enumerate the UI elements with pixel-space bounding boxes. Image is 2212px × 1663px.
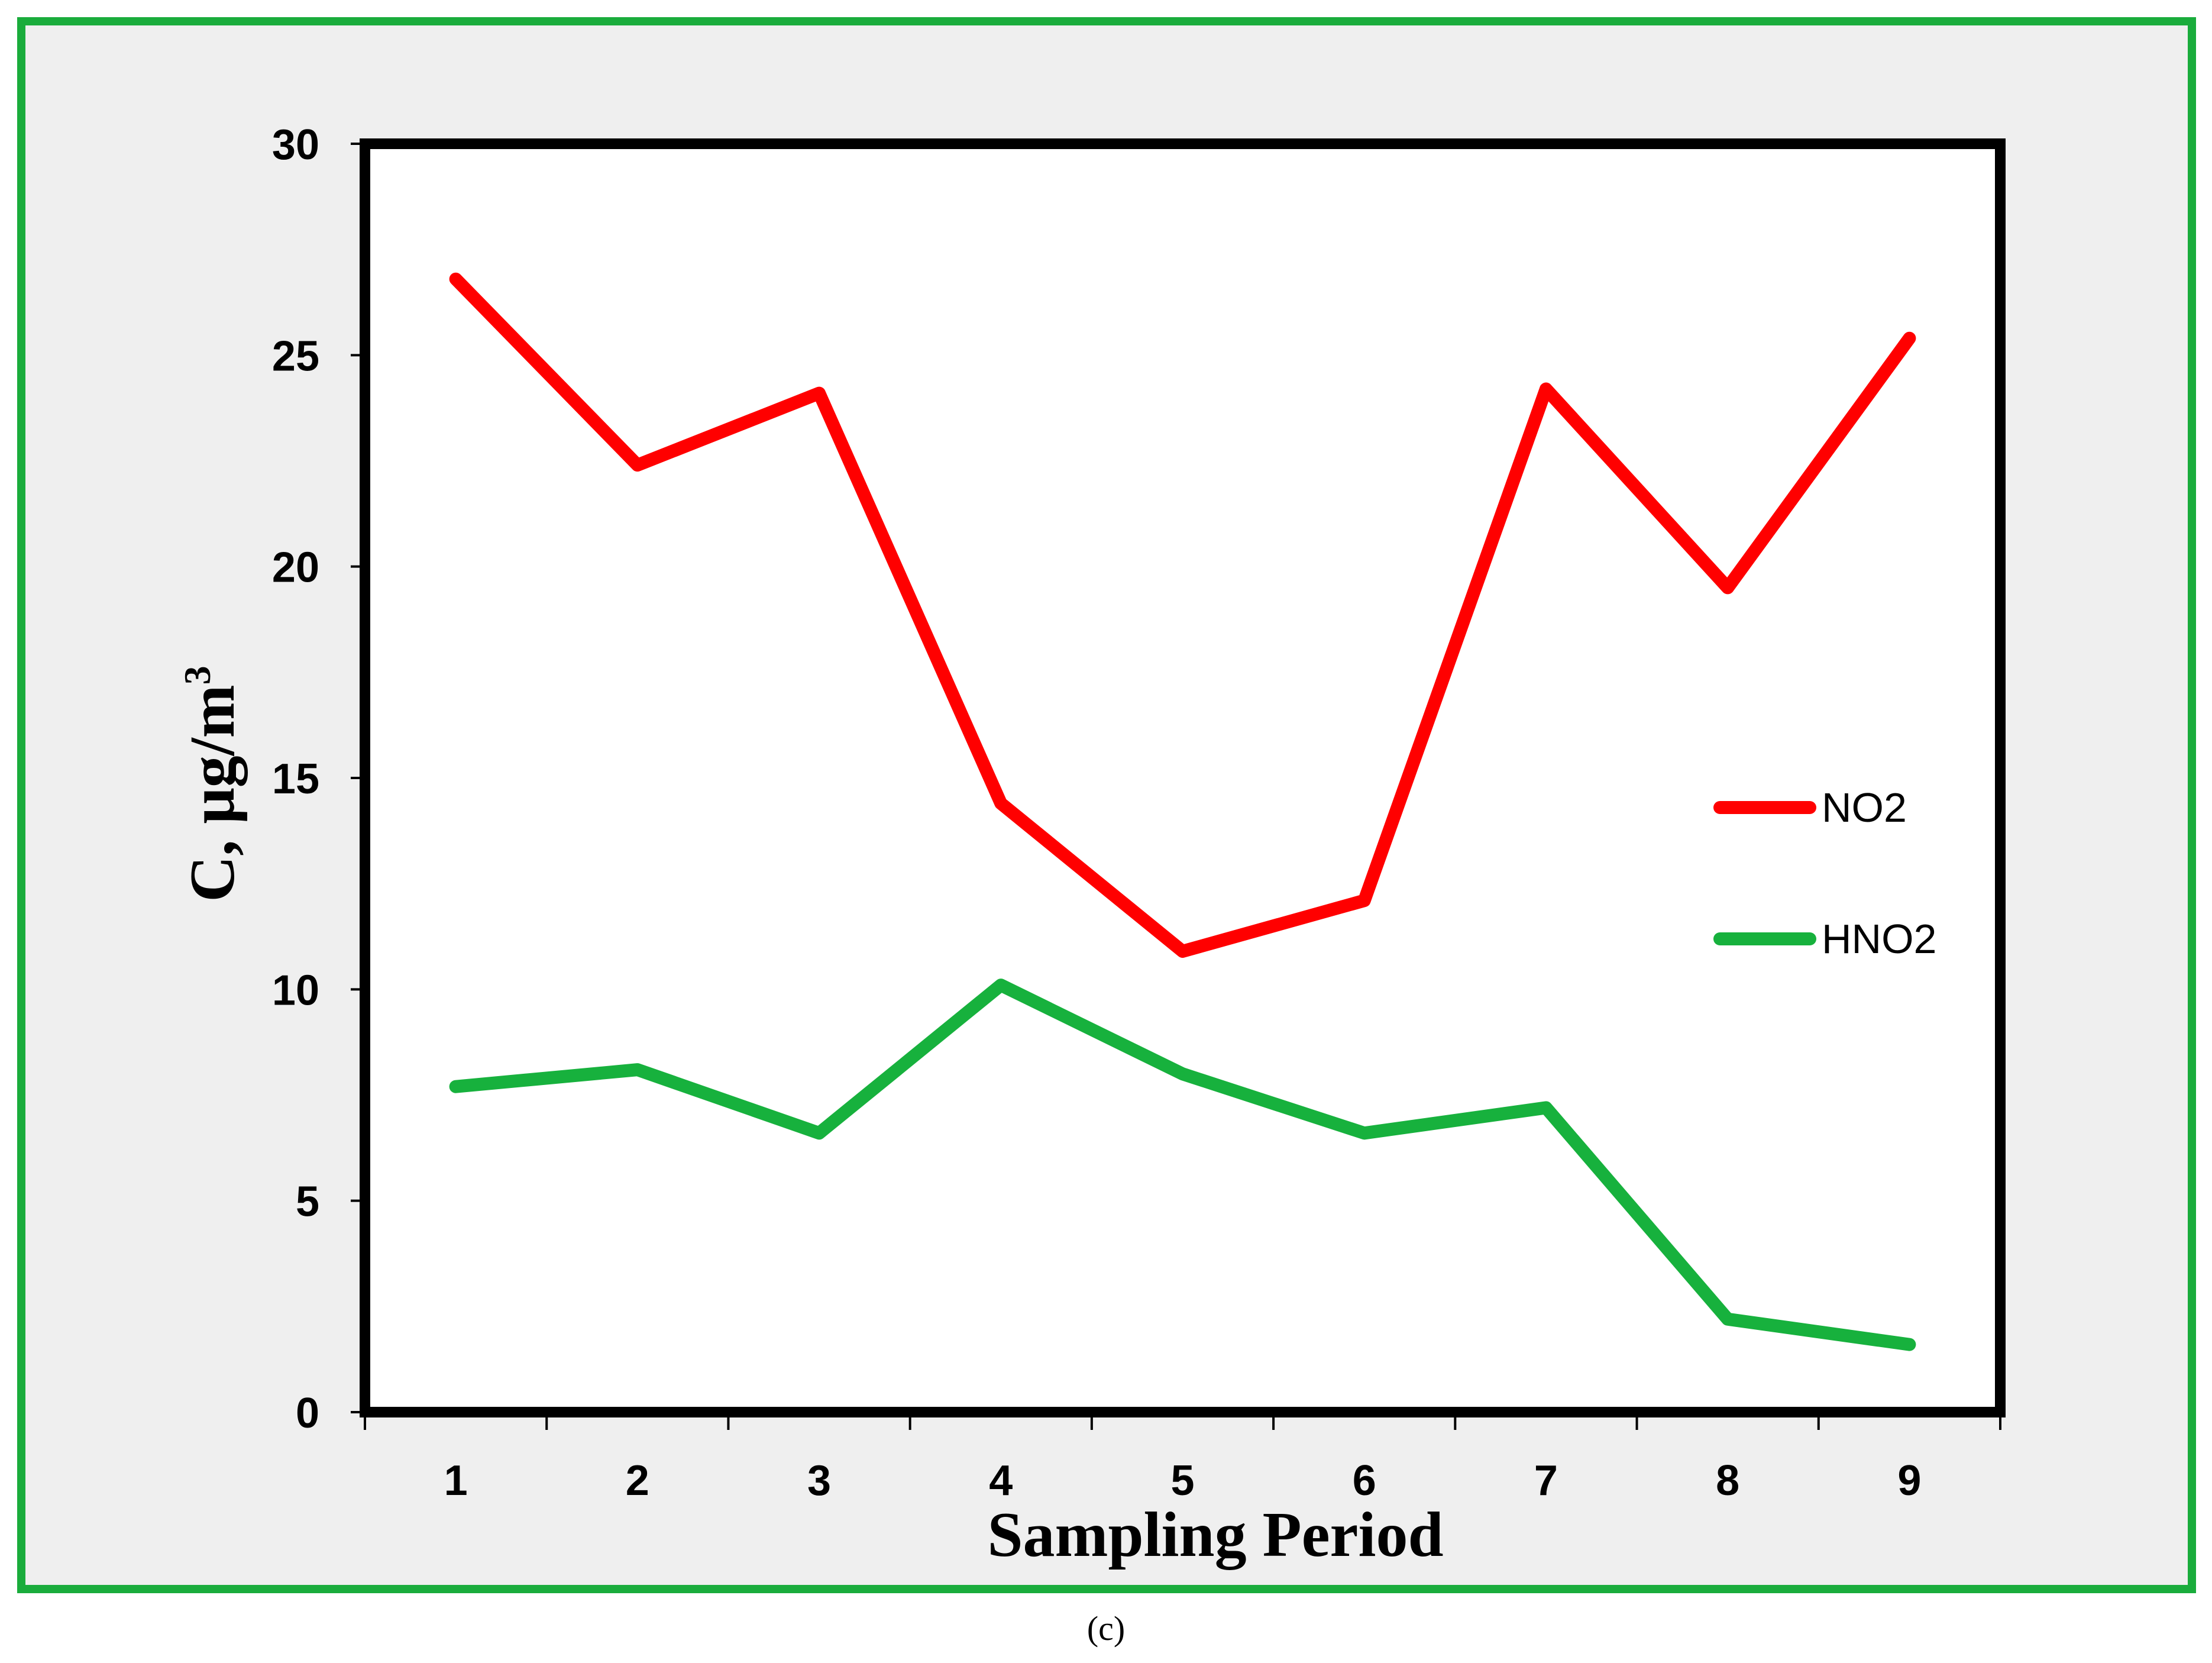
data-point-no2 [1725,585,1731,590]
figure-caption: (c) [1087,1609,1125,1648]
data-point-no2 [635,463,640,468]
y-tick-label: 10 [272,967,319,1014]
x-tick-label: 7 [1534,1457,1558,1504]
legend-label-hno2: HNO2 [1822,916,1936,962]
y-tick-label: 20 [272,544,319,592]
data-point-no2 [1180,949,1185,954]
x-tick-label: 8 [1716,1457,1739,1504]
y-tick-label: 0 [296,1390,319,1437]
legend: NO2 HNO2 [1713,784,1936,962]
data-point-hno2 [635,1067,640,1073]
plot-area [360,138,2006,1417]
y-tick-label: 30 [272,121,319,169]
data-point-hno2 [1725,1316,1731,1322]
y-axis-title-main: C, μg/m [177,684,248,902]
data-point-hno2 [1180,1071,1185,1077]
x-tick-label: 2 [626,1457,649,1504]
data-point-no2 [1543,386,1548,392]
data-point-hno2 [1543,1105,1548,1110]
y-axis-title: C, μg/m3 [176,666,248,902]
x-tick-label: 6 [1353,1457,1376,1504]
x-tick-label: 1 [444,1457,468,1504]
x-tick-labels: 1 2 3 4 5 6 7 8 9 [444,1457,1922,1504]
x-tick-label: 9 [1897,1457,1921,1504]
y-tick-label: 5 [296,1178,319,1226]
y-tick-label: 25 [272,332,319,380]
y-tick-marks [351,143,365,1413]
data-point-hno2 [453,1084,458,1089]
data-point-hno2 [1907,1342,1912,1347]
data-point-no2 [453,276,458,282]
x-tick-marks [364,1412,2001,1430]
x-axis-title: Sampling Period [987,1500,1443,1570]
series-lines [449,272,1916,1351]
data-point-no2 [817,390,822,396]
data-point-no2 [1907,335,1912,341]
data-point-hno2 [998,983,1004,988]
y-axis-title-superscript: 3 [176,666,218,684]
data-point-no2 [1362,898,1367,903]
x-tick-label: 4 [989,1457,1013,1504]
data-point-hno2 [1362,1131,1367,1136]
x-tick-label: 5 [1170,1457,1194,1504]
legend-label-no2: NO2 [1822,784,1907,831]
x-tick-label: 3 [807,1457,831,1504]
y-tick-labels: 0 5 10 15 20 25 30 [272,121,319,1437]
y-tick-label: 15 [272,755,319,803]
data-point-hno2 [817,1131,822,1136]
data-point-no2 [998,800,1004,806]
